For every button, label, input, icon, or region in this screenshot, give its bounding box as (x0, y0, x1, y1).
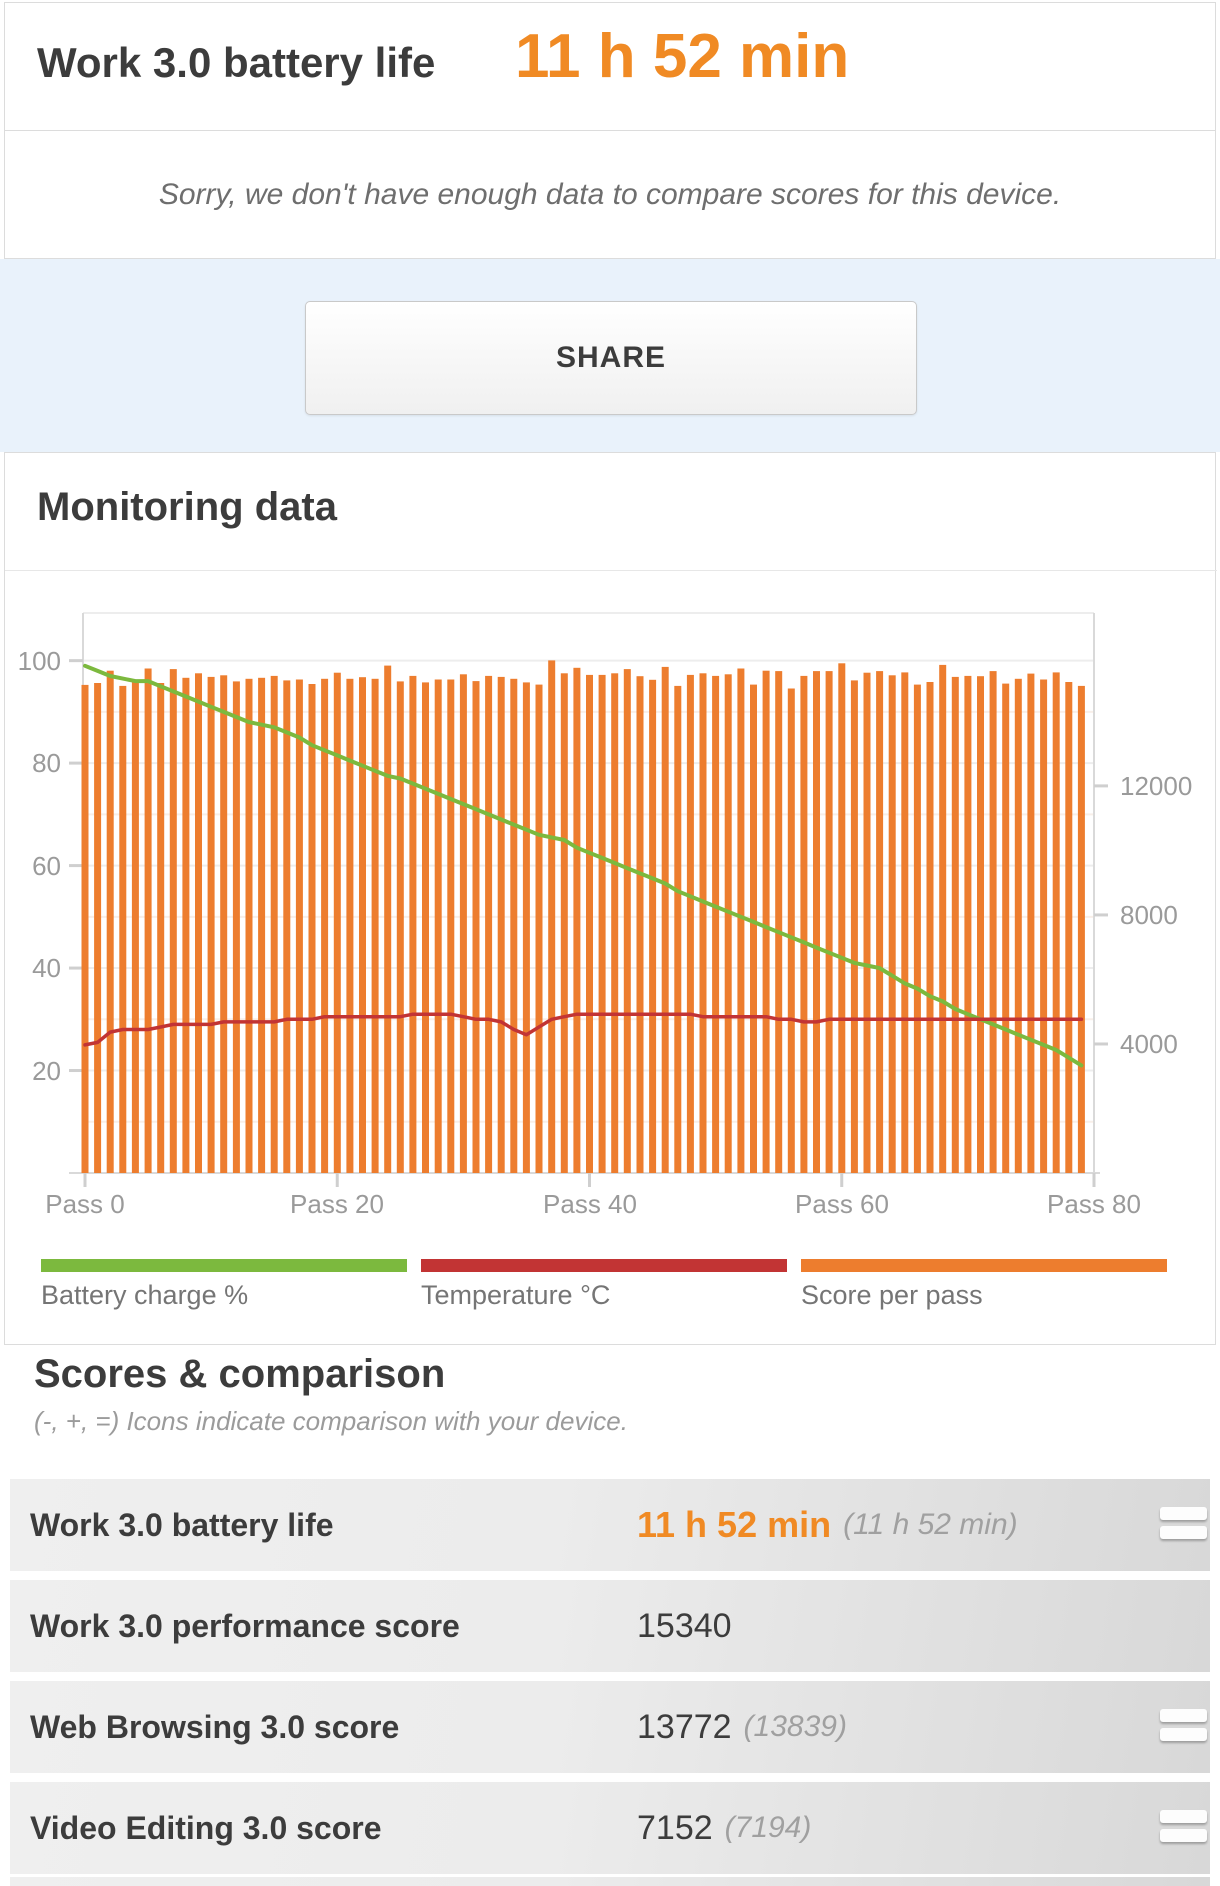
y-axis-right-label: 4000 (1120, 1029, 1178, 1059)
battery-life-result: 11 h 52 min (515, 22, 850, 91)
score-row-value-wrap: 15340 (637, 1580, 732, 1672)
score-row-compare: (11 h 52 min) (843, 1508, 1018, 1541)
equal-icon-bar (1160, 1709, 1207, 1722)
equal-icon-bar (1160, 1526, 1207, 1539)
page-title: Work 3.0 battery life (37, 39, 436, 86)
legend-swatch (801, 1259, 1167, 1272)
score-row-value-wrap: 7152 (7194) (637, 1782, 811, 1874)
next-row-partial (10, 1877, 1210, 1886)
equal-icon-bar (1160, 1507, 1207, 1520)
monitoring-heading-wrap: Monitoring data (5, 453, 1217, 571)
share-button[interactable]: SHARE (305, 301, 917, 415)
compare-notice-text: Sorry, we don't have enough data to comp… (158, 177, 1062, 211)
score-row-value-wrap: 13772 (13839) (637, 1681, 847, 1773)
equal-icon-bar (1160, 1728, 1207, 1741)
chart-canvas (69, 612, 1108, 1187)
score-row-label: Web Browsing 3.0 score (30, 1708, 400, 1745)
score-row[interactable]: Web Browsing 3.0 score 13772 (13839) (10, 1681, 1210, 1773)
score-row-label: Work 3.0 performance score (30, 1607, 460, 1644)
compare-notice: Sorry, we don't have enough data to comp… (4, 130, 1216, 259)
score-row-value: 7152 (637, 1808, 713, 1847)
y-axis-left-label: 60 (32, 851, 61, 881)
legend-swatch (41, 1259, 407, 1272)
x-axis-label: Pass 20 (290, 1189, 384, 1219)
result-header: Work 3.0 battery life 11 h 52 min (4, 2, 1216, 131)
legend-item: Temperature °C (421, 1259, 787, 1311)
x-axis-label: Pass 60 (795, 1189, 889, 1219)
x-axis-label: Pass 0 (45, 1189, 125, 1219)
score-row-compare: (13839) (743, 1710, 847, 1743)
score-row-value: 13772 (637, 1707, 732, 1746)
score-row-compare: (7194) (724, 1811, 812, 1844)
share-band: SHARE (0, 259, 1220, 452)
score-row[interactable]: Work 3.0 performance score 15340 (10, 1580, 1210, 1672)
score-row[interactable]: Work 3.0 battery life 11 h 52 min (11 h 52… (10, 1479, 1210, 1571)
legend-swatch (421, 1259, 787, 1272)
x-axis-label: Pass 80 (1047, 1189, 1141, 1219)
equal-icon-bar (1160, 1810, 1207, 1823)
monitoring-section: Monitoring data 20 40 60 80 100 4000 8000 12000… (4, 452, 1217, 1346)
y-axis-left-label: 20 (32, 1056, 61, 1086)
equal-comparison-icon (1160, 1507, 1207, 1543)
battery-line (83, 663, 1084, 1068)
score-row-value: 11 h 52 min (637, 1504, 832, 1545)
scores-heading: Scores & comparison (34, 1352, 446, 1396)
y-axis-left-label: 40 (32, 953, 61, 983)
legend-item: Score per pass (801, 1259, 1167, 1311)
y-axis-left-label: 100 (17, 646, 61, 676)
score-row-value: 15340 (637, 1606, 732, 1645)
scores-note: (-, +, =) Icons indicate comparison with… (34, 1406, 628, 1436)
y-axis-right-label: 12000 (1120, 771, 1193, 801)
equal-icon-bar (1160, 1829, 1207, 1842)
monitoring-heading: Monitoring data (37, 485, 337, 529)
equal-comparison-icon (1160, 1709, 1207, 1745)
legend-label: Battery charge % (41, 1280, 249, 1310)
score-row[interactable]: Video Editing 3.0 score 7152 (7194) (10, 1782, 1210, 1874)
temperature-line (83, 1012, 1084, 1047)
y-axis-right-label: 8000 (1120, 900, 1178, 930)
score-row-label: Video Editing 3.0 score (30, 1809, 382, 1846)
equal-comparison-icon (1160, 1810, 1207, 1846)
score-row-value-wrap: 11 h 52 min (11 h 52 min) (637, 1479, 1018, 1571)
legend-label: Score per pass (801, 1280, 983, 1310)
legend-item: Battery charge % (41, 1259, 407, 1311)
legend-label: Temperature °C (421, 1280, 611, 1310)
x-axis-label: Pass 40 (543, 1189, 637, 1219)
score-row-label: Work 3.0 battery life (30, 1506, 334, 1543)
score-bars (81, 660, 1085, 1173)
y-axis-left-label: 80 (32, 748, 61, 778)
monitoring-chart: 20 40 60 80 100 4000 8000 12000 Pass 0 Pass 20 Pas… (5, 453, 1217, 1346)
